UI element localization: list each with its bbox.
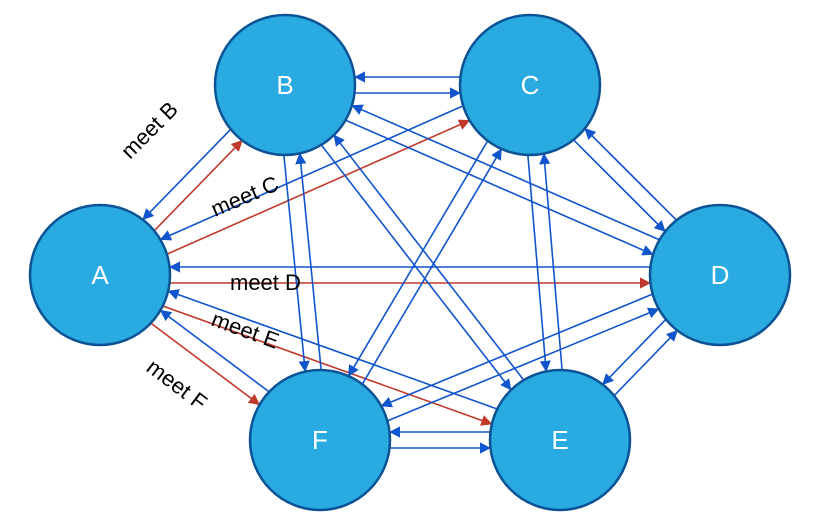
edge-label: meet F <box>142 354 212 415</box>
edge-label: meet C <box>207 171 282 222</box>
node-label-D: D <box>711 260 730 290</box>
edge <box>300 154 321 370</box>
node-label-E: E <box>551 425 568 455</box>
node-C: C <box>460 15 600 155</box>
edge-label: meet D <box>230 270 301 295</box>
edge <box>284 155 305 371</box>
node-label-C: C <box>521 70 540 100</box>
node-F: F <box>250 370 390 510</box>
node-label-A: A <box>91 260 109 290</box>
edge <box>155 141 242 231</box>
edge <box>349 141 488 376</box>
node-A: A <box>30 205 170 345</box>
nodes-layer: A B C D E F <box>30 15 790 510</box>
edge-label: meet B <box>116 97 183 164</box>
edge <box>574 140 665 231</box>
edge <box>334 135 523 379</box>
edge-label: meet E <box>208 306 282 353</box>
node-label-B: B <box>276 70 293 100</box>
node-B: B <box>215 15 355 155</box>
node-E: E <box>490 370 630 510</box>
node-D: D <box>650 205 790 345</box>
network-diagram: A B C D E F meet B meet C meet D meet Emeet F <box>0 0 825 531</box>
edge <box>585 129 676 220</box>
node-label-F: F <box>312 425 328 455</box>
